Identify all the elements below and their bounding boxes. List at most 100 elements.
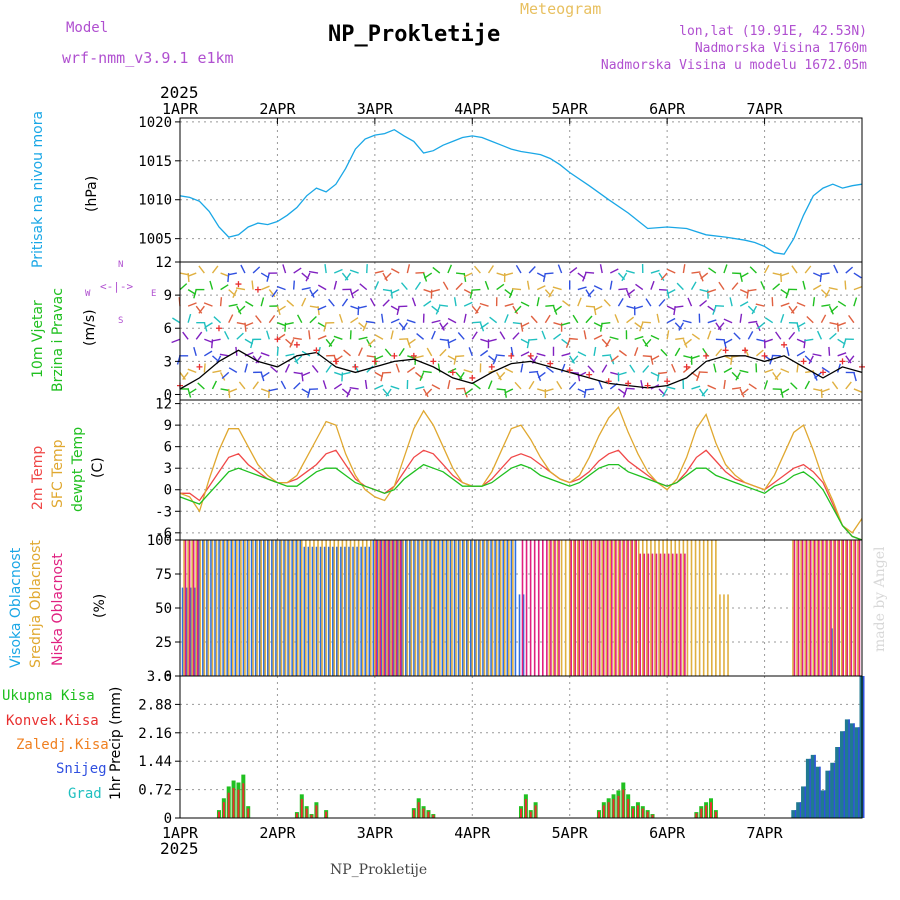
- wind-arrow: [699, 299, 708, 307]
- wind-arrow: [707, 288, 717, 294]
- wind-arrow: [447, 338, 457, 344]
- wind-arrow: [213, 316, 222, 324]
- wind-arrow: [836, 363, 841, 373]
- wind-arrow: [515, 264, 522, 274]
- wind-arrow: [495, 354, 505, 357]
- wind-arrow: [228, 388, 238, 393]
- wind-arrow: [569, 381, 577, 390]
- wind-arrow: [416, 333, 425, 340]
- wind-arrow: [845, 355, 852, 364]
- wind-arrow: [618, 288, 628, 291]
- wind-arrow: [537, 388, 547, 393]
- wind-arrow: [366, 355, 376, 358]
- precip-snow-bar: [796, 802, 802, 818]
- wind-arrow: [236, 322, 246, 325]
- wind-arrow: [468, 347, 473, 357]
- wind-arrow: [390, 268, 400, 274]
- wind-arrow: [731, 282, 739, 291]
- precip-tick-label: 1.44: [138, 754, 172, 770]
- wind-arrow: [284, 363, 291, 373]
- wind-arrow: [805, 370, 815, 374]
- wind-arrow: [266, 272, 270, 282]
- time-tick-label-top: 5APR: [552, 100, 589, 118]
- wind-arrow: [280, 380, 287, 390]
- wind-arrow: [374, 384, 384, 390]
- wind-arrow: [829, 332, 837, 340]
- temp-tick-label: 9: [164, 418, 172, 434]
- wind-arrow: [268, 388, 278, 392]
- wind-arrow: [407, 338, 416, 345]
- precip-convective-bar: [422, 808, 425, 818]
- precip-convective-bar: [617, 795, 620, 818]
- wind-gust-marker: [839, 358, 846, 365]
- wind-arrow: [828, 305, 834, 315]
- wind-arrow: [666, 386, 676, 390]
- precip-convective-bar: [325, 811, 328, 818]
- precip-convective-bar: [222, 802, 225, 818]
- wind-arrow: [755, 322, 761, 332]
- wind-arrow: [252, 266, 261, 274]
- wind-arrow: [666, 305, 676, 311]
- wind-arrow: [731, 387, 742, 390]
- wind-arrow: [227, 272, 237, 276]
- compass-s: S: [118, 316, 124, 326]
- wind-arrow: [282, 264, 287, 274]
- wind-arrow: [583, 330, 587, 340]
- wind-arrow: [289, 338, 295, 348]
- wind-arrow: [277, 305, 286, 312]
- wind-arrow: [634, 335, 644, 340]
- precip-convective-bar: [709, 802, 712, 818]
- wind-arrow: [309, 305, 319, 309]
- wind-arrow: [455, 282, 463, 291]
- wind-arrow: [587, 289, 595, 297]
- cloud-tick-label: 75: [155, 567, 172, 583]
- wind-arrow: [609, 268, 619, 274]
- wind-arrow: [236, 305, 242, 315]
- precip-convective-bar: [646, 811, 649, 818]
- wind-arrow: [293, 267, 302, 274]
- precip-convective-bar: [622, 789, 625, 818]
- wind-arrow: [236, 332, 244, 340]
- wind-arrow: [244, 322, 254, 327]
- wind-arrow: [650, 269, 660, 274]
- wind-arrow: [537, 371, 546, 379]
- wind-arrow: [660, 272, 668, 281]
- wind-arrow: [499, 331, 506, 340]
- precip-tick-label: 2.16: [138, 726, 172, 742]
- wind-arrow: [828, 346, 831, 356]
- wind-arrow: [489, 316, 498, 324]
- wind-arrow: [571, 355, 579, 363]
- precip-snow-bar: [854, 727, 860, 818]
- wind-arrow: [504, 388, 507, 398]
- precip-convective-bar: [534, 805, 537, 818]
- wind-arrow: [544, 272, 554, 275]
- footer-station: NP_Prokletije: [330, 862, 428, 878]
- wind-arrow: [842, 339, 847, 349]
- wind-arrow: [439, 338, 449, 342]
- wind-arrow: [510, 346, 514, 356]
- wind-arrow: [471, 331, 478, 340]
- wind-arrow: [209, 280, 214, 290]
- precip-convective-bar: [607, 802, 610, 818]
- wind-arrow: [382, 272, 388, 282]
- wind-arrow: [650, 334, 660, 340]
- wind-arrow: [512, 332, 520, 340]
- wind-arrow: [447, 380, 451, 390]
- wind-arrow: [560, 322, 570, 326]
- wind-gust-marker: [683, 363, 690, 370]
- wind-arrow: [674, 305, 684, 308]
- dewpoint-line: [179, 463, 863, 541]
- wind-gust-marker: [742, 347, 749, 354]
- wind-arrow: [223, 330, 230, 340]
- pressure-line: [179, 128, 863, 255]
- wind-arrow: [626, 305, 636, 310]
- wind-arrow: [625, 270, 635, 274]
- wind-arrow: [424, 388, 433, 396]
- wind-arrow: [824, 289, 831, 298]
- wind-arrow: [748, 383, 757, 390]
- wind-arrow: [270, 365, 278, 373]
- wind-arrow: [715, 348, 723, 357]
- wind-arrow: [691, 385, 701, 390]
- wind-arrow: [245, 300, 254, 307]
- wind-arrow: [790, 305, 798, 314]
